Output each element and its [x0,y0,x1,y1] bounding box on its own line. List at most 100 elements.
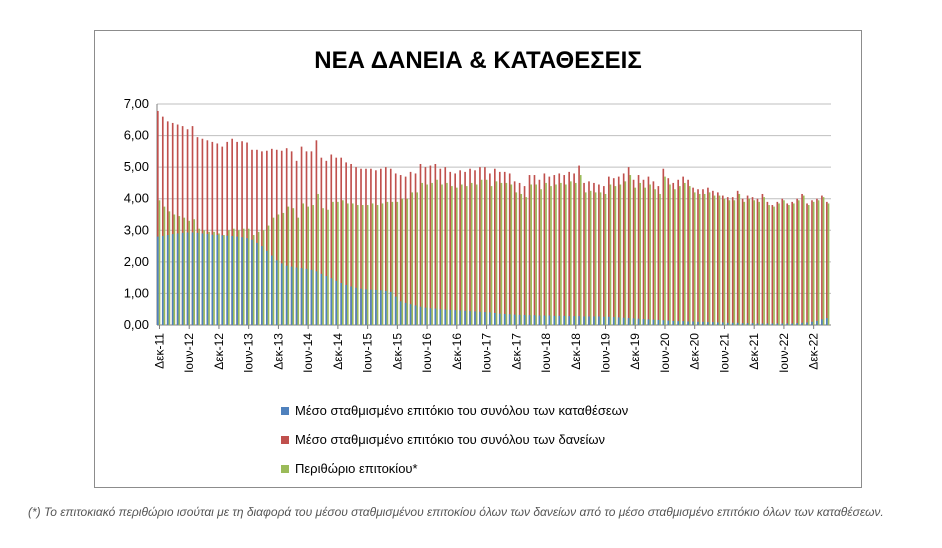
bar-loans [161,116,164,325]
bar-loans [181,126,184,325]
bar-loans [280,150,283,325]
bar-margin [431,182,433,325]
bar-deposits [409,304,412,325]
bar-loans [404,176,407,325]
bar-loans [429,165,432,325]
bar-deposits [241,237,243,325]
bar-margin [361,205,364,325]
y-tick-label: 4,00 [124,191,149,206]
bar-loans [667,178,670,325]
bar-margin [788,205,790,325]
x-tick-label: Ιουν-13 [242,333,256,373]
bar-loans [290,151,293,325]
legend-label-deposits: Μέσο σταθμισμένο επιτόκιο του συνόλου τω… [295,403,629,418]
x-tick-label: Δεκ-20 [688,333,702,370]
bar-loans [300,146,303,325]
bar-loans [241,141,243,325]
bar-margin [545,182,547,325]
bar-margin [257,231,260,325]
bar-loans [266,150,268,325]
bar-margin [480,179,483,325]
bar-deposits [454,310,456,325]
bar-deposits [702,321,704,325]
bar-deposits [340,283,343,325]
bar-loans [617,176,620,325]
bar-margin [485,179,488,325]
bar-loans [657,186,660,325]
bar-deposits [449,309,452,325]
bar-margin [649,184,651,325]
bar-deposits [300,268,303,325]
bar-loans [721,195,724,325]
bar-margin [579,175,582,325]
x-tick-label: Δεκ-14 [331,333,345,370]
bar-loans [419,163,422,325]
bar-margin [381,203,384,325]
bar-deposits [617,317,620,325]
bar-loans [607,176,610,325]
legend-item-margin: Περιθώριο επιτοκίου* [281,461,418,476]
bar-loans [236,141,238,325]
bar-margin [530,184,532,325]
bar-loans [409,171,412,325]
bar-margin [193,219,195,325]
bar-loans [528,175,531,325]
bar-loans [692,187,694,325]
bar-deposits [627,318,630,325]
bar-deposits [667,320,670,325]
bar-deposits [731,322,734,325]
bar-deposits [791,323,793,325]
bar-deposits [196,232,199,325]
bar-deposits [533,315,536,325]
bar-margin [470,182,473,325]
bar-deposits [746,323,749,325]
bar-margin [807,205,810,325]
bar-margin [416,192,419,325]
bar-margin [703,193,706,325]
bar-loans [726,197,729,325]
y-tick-label: 3,00 [124,222,149,237]
bar-loans [484,167,486,325]
bar-loans [801,193,803,325]
bar-margin [346,203,349,325]
bar-deposits [355,287,357,325]
bar-margin [327,209,329,325]
bar-deposits [573,316,575,325]
bar-deposits [801,322,803,325]
x-tick-label: Δεκ-18 [569,333,583,370]
bar-margin [401,198,404,325]
bar-deposits [692,321,694,325]
bar-margin [356,205,359,325]
bar-loans [642,179,645,325]
bar-margin [728,200,731,325]
bar-loans [360,168,362,325]
bar-margin [599,192,602,325]
bar-margin [396,201,399,325]
bar-loans [766,201,769,325]
bar-margin [738,193,741,325]
bar-loans [821,195,823,325]
bar-loans [573,173,575,325]
bar-margin [565,184,567,325]
bar-margin [822,197,825,325]
bar-loans [166,121,169,325]
bar-margin [208,231,210,325]
bar-loans [662,168,665,325]
bar-margin [203,230,205,325]
bar-deposits [375,289,377,325]
bar-loans [731,197,734,325]
bar-deposits [568,316,570,325]
bar-loans [394,173,397,325]
bar-margin [619,184,622,325]
bar-loans [811,200,813,325]
bar-deposits [251,239,253,325]
bar-loans [553,175,556,325]
bar-loans [816,198,818,325]
bar-deposits [186,232,189,325]
x-tick-label: Δεκ-19 [628,333,642,370]
bar-margin [406,198,409,325]
bar-deposits [469,311,471,325]
bar-deposits [543,315,546,325]
bar-deposits [216,235,219,325]
bar-loans [325,160,328,325]
